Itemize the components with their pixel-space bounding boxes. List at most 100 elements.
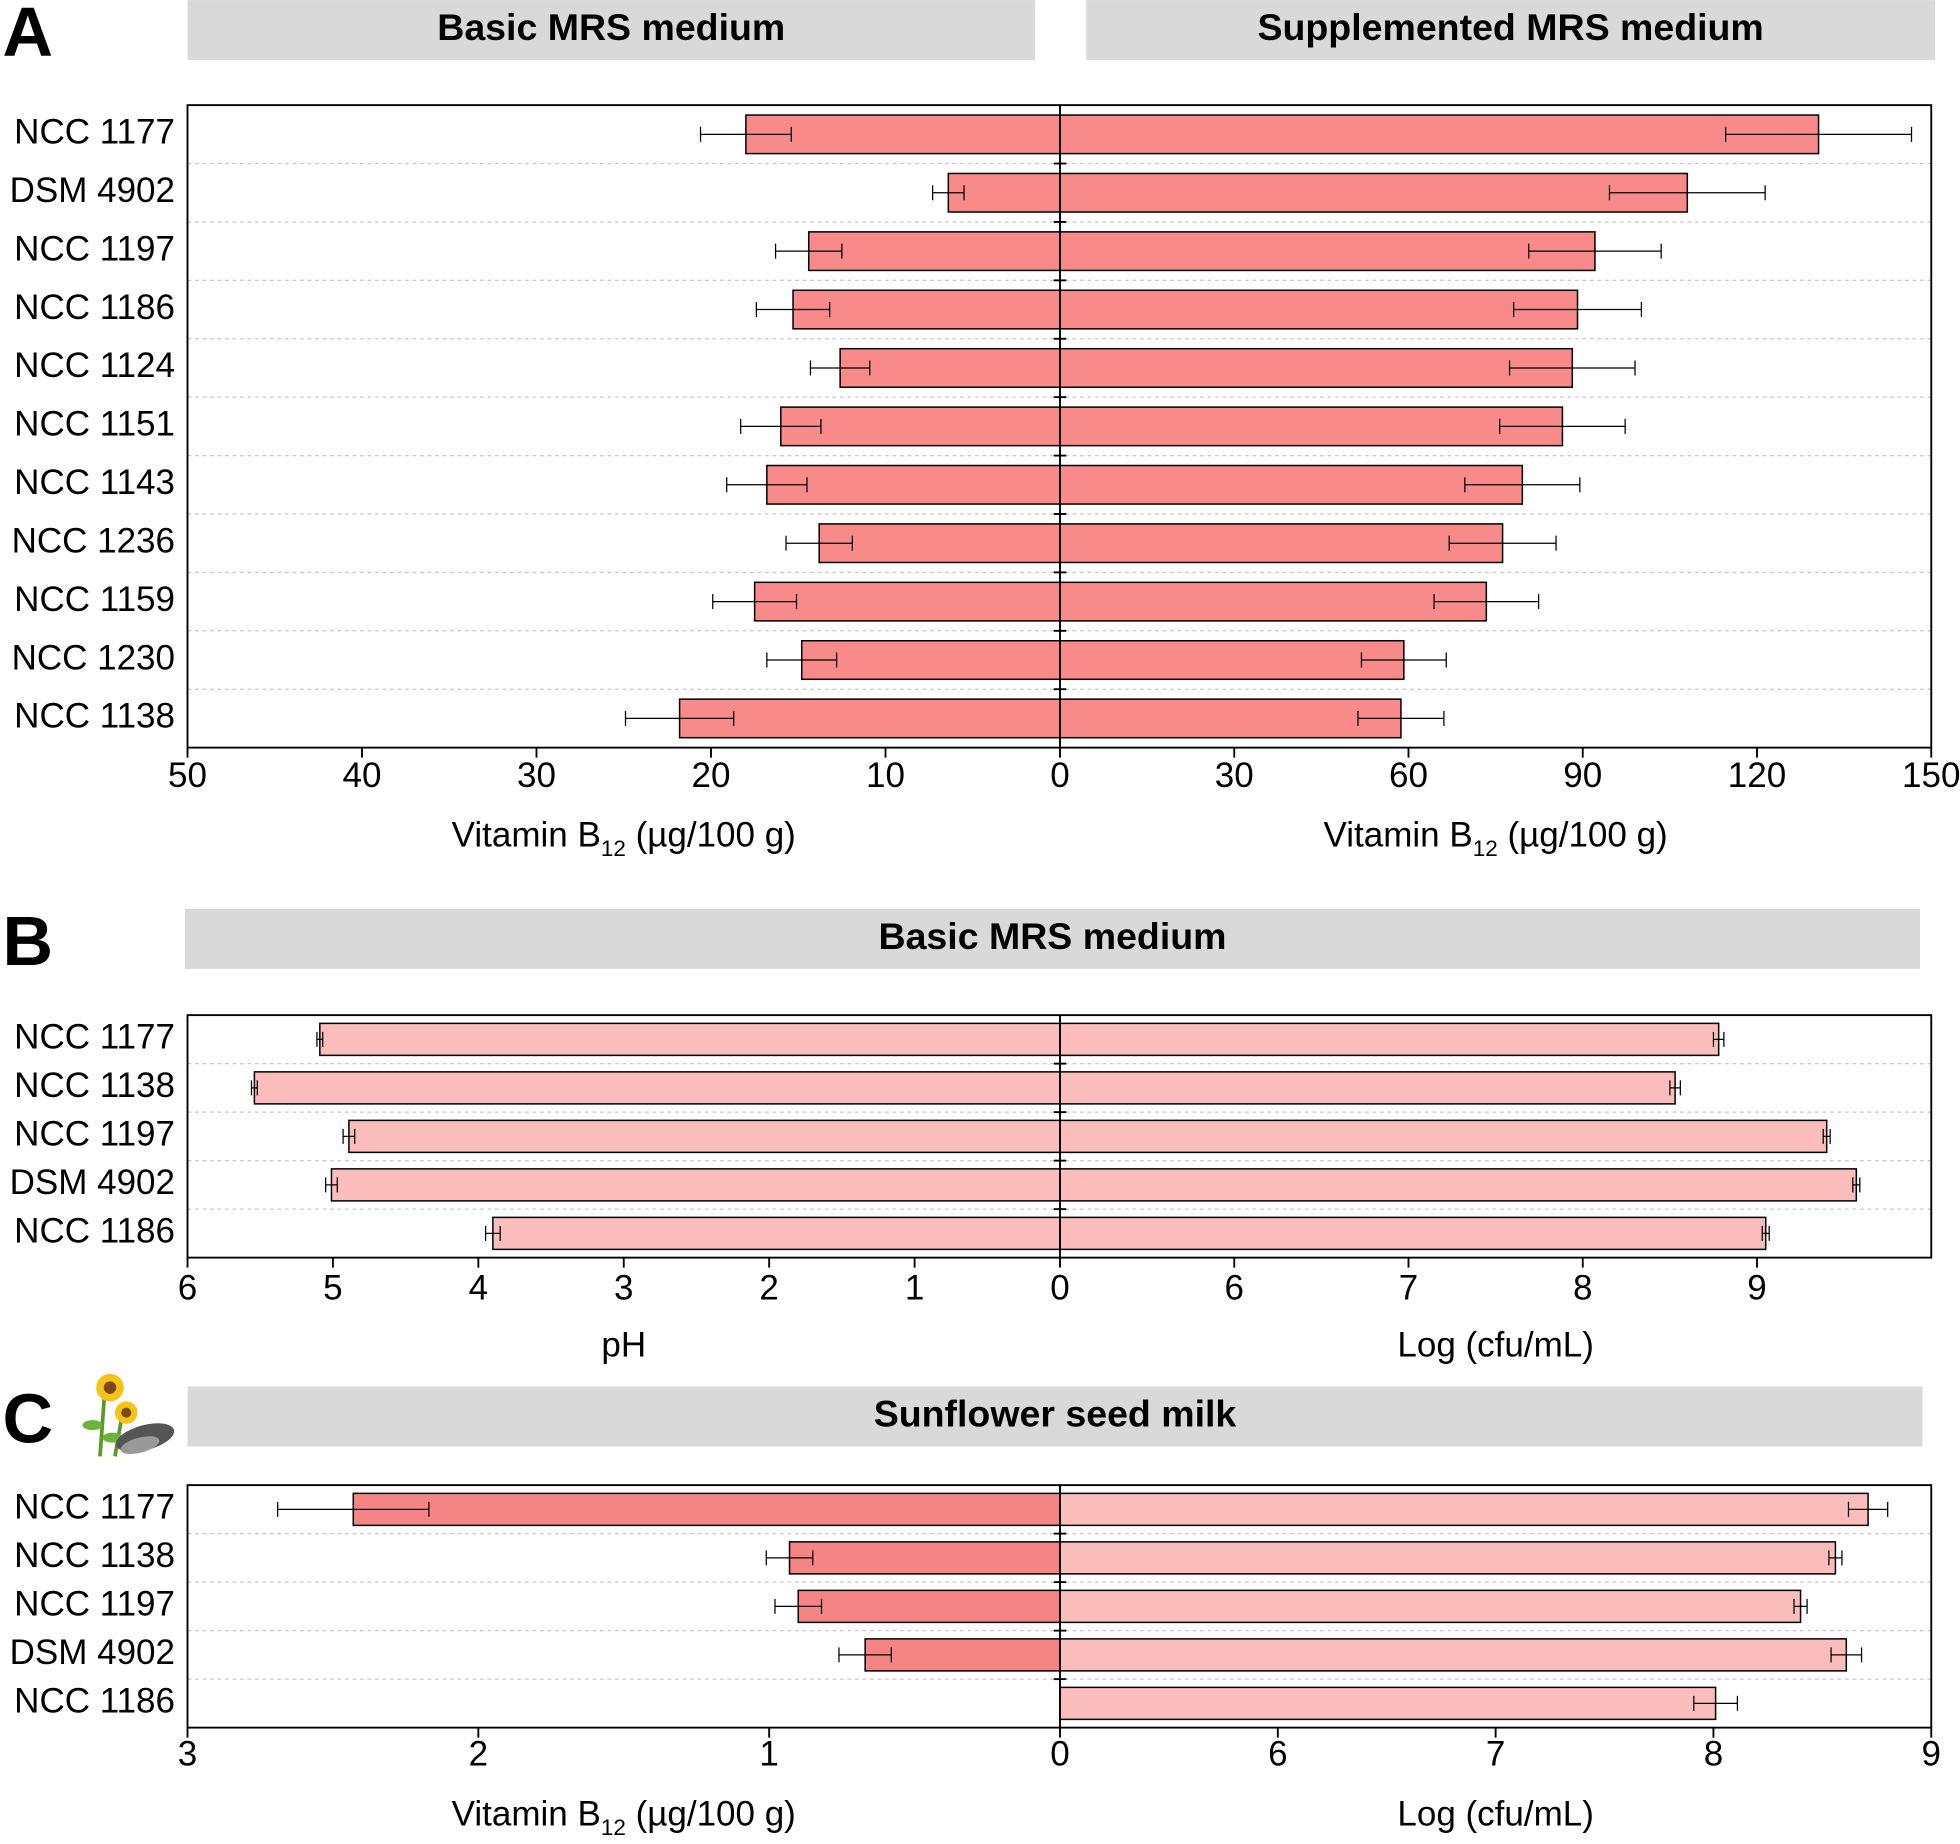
category-label: NCC 1177 [14, 1018, 175, 1057]
error-bar [484, 1225, 501, 1241]
x-tick-label: 50 [168, 756, 207, 795]
x-tick-label: 9 [1747, 1268, 1766, 1307]
x-tick-label: 3 [614, 1268, 633, 1307]
panel-letter: C [3, 1379, 54, 1457]
bar [330, 1168, 1061, 1202]
x-axis-label-subscript: 12 [601, 1815, 626, 1840]
category-label: NCC 1186 [14, 288, 175, 327]
x-axis-label-main: Vitamin B [452, 1795, 601, 1834]
bar [352, 1492, 1061, 1527]
bar [818, 523, 1061, 564]
bar [1059, 289, 1579, 330]
bar [1059, 523, 1504, 564]
panel-header [1086, 0, 1935, 61]
error-bar [785, 535, 853, 551]
error-bar [325, 1177, 338, 1193]
error-bar [1847, 1501, 1889, 1517]
category-label: NCC 1186 [14, 1682, 175, 1721]
category-label: NCC 1138 [14, 697, 175, 736]
bar [800, 639, 1061, 681]
bar [947, 172, 1061, 213]
panel-title: Sunflower seed milk [874, 1392, 1237, 1434]
error-bar [316, 1031, 324, 1047]
x-tick-label: 7 [1399, 1268, 1418, 1307]
x-tick-label: 2 [469, 1735, 488, 1774]
bar [492, 1216, 1061, 1251]
x-axis-label-subscript: 12 [1473, 836, 1498, 861]
error-bar [1669, 1080, 1681, 1096]
error-bar [1499, 418, 1626, 434]
x-tick-label: 30 [517, 756, 556, 795]
bar [1059, 1638, 1848, 1672]
bar [788, 1541, 1061, 1575]
sunflower-icon [82, 1373, 175, 1457]
x-tick-label: 4 [469, 1268, 488, 1307]
x-tick-label: 20 [692, 756, 731, 795]
error-bar [774, 1598, 823, 1614]
category-label: NCC 1197 [14, 229, 175, 268]
x-axis-label: Log (cfu/mL) [1397, 1326, 1593, 1365]
category-label: NCC 1138 [14, 1536, 175, 1575]
error-bar [1822, 1128, 1831, 1144]
bar [1059, 114, 1820, 155]
error-bar [931, 185, 965, 201]
error-bar [1761, 1225, 1770, 1241]
bar [1059, 698, 1402, 739]
panel-header [185, 908, 1920, 969]
x-tick-label: 6 [1268, 1735, 1287, 1774]
category-label: NCC 1177 [14, 113, 175, 152]
x-axis-label: Vitamin B12 (µg/100 g) [452, 1795, 796, 1840]
error-bar [1464, 477, 1581, 493]
error-bar [1828, 1550, 1843, 1566]
bar [1059, 1022, 1720, 1057]
category-label: NCC 1143 [14, 463, 175, 502]
error-bar [1725, 126, 1913, 142]
x-tick-label: 8 [1573, 1268, 1592, 1307]
error-bar [740, 418, 822, 434]
error-bar [1608, 185, 1766, 201]
bar [1059, 1119, 1828, 1154]
error-bar [809, 360, 871, 376]
error-bar [712, 594, 798, 610]
error-bar [1508, 360, 1636, 376]
x-tick-label: 0 [1050, 756, 1069, 795]
error-bar [1830, 1647, 1863, 1663]
bar [780, 406, 1061, 447]
error-bar [1693, 1695, 1739, 1711]
x-tick-label: 2 [759, 1268, 778, 1307]
x-axis-label-main: Log (cfu/mL) [1397, 1326, 1593, 1365]
error-bar [1528, 243, 1662, 259]
error-bar [1360, 652, 1447, 668]
category-label: NCC 1151 [14, 405, 175, 444]
bar [839, 347, 1061, 388]
x-tick-label: 1 [905, 1268, 924, 1307]
category-label: NCC 1236 [12, 521, 175, 560]
x-axis-label: Log (cfu/mL) [1397, 1795, 1593, 1834]
x-axis-label: Vitamin B12 (µg/100 g) [1324, 816, 1668, 861]
panel-header [187, 1386, 1923, 1447]
x-tick-label: 40 [343, 756, 382, 795]
bar [1059, 347, 1574, 388]
x-tick-label: 1 [759, 1735, 778, 1774]
x-axis-label-main: Vitamin B [452, 816, 601, 855]
error-bar [755, 302, 831, 318]
category-label: DSM 4902 [10, 171, 175, 210]
x-axis-label-main: pH [601, 1326, 646, 1365]
x-axis-label-subscript: 12 [601, 836, 626, 861]
panel-header [187, 0, 1035, 61]
x-axis-label-main: Vitamin B [1324, 816, 1473, 855]
error-bar [766, 652, 838, 668]
bar [319, 1022, 1061, 1057]
bar [1059, 1168, 1858, 1202]
x-tick-label: 9 [1922, 1735, 1941, 1774]
category-label: DSM 4902 [10, 1633, 175, 1672]
panel-title: Basic MRS medium [878, 915, 1226, 957]
bar [1059, 1589, 1802, 1624]
bar [1059, 464, 1524, 505]
error-bar [774, 243, 843, 259]
bar [807, 231, 1061, 272]
error-bar [699, 126, 792, 142]
bar [792, 289, 1061, 330]
error-bar [726, 477, 808, 493]
